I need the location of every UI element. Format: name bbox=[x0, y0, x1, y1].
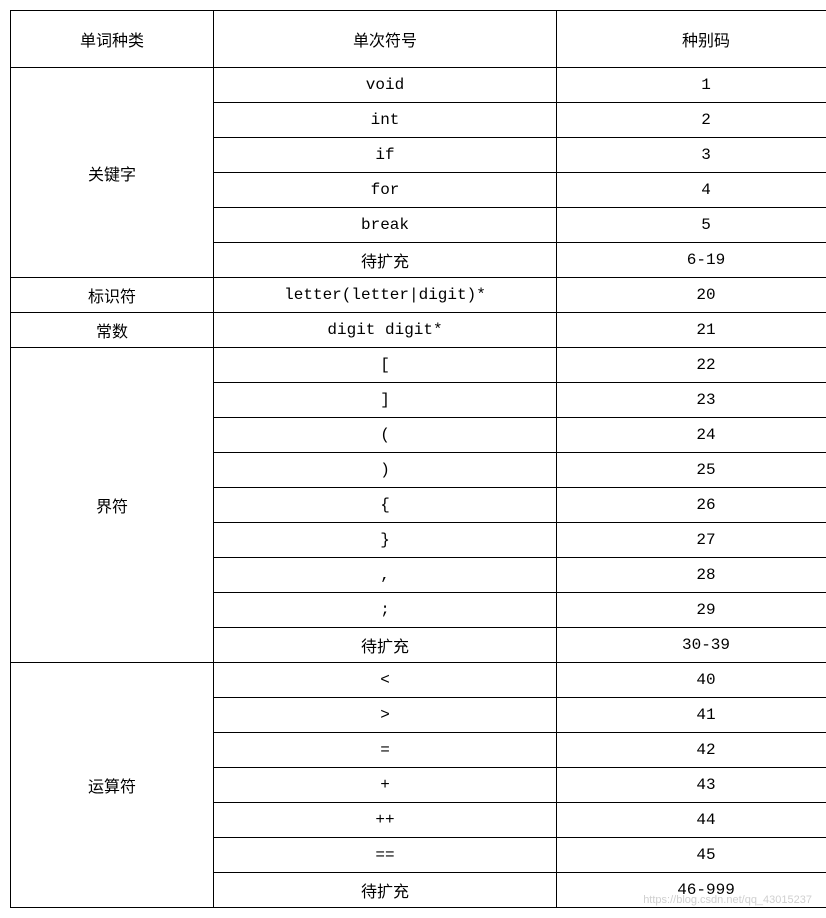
category-cell: 界符 bbox=[11, 348, 214, 663]
code-cell: 26 bbox=[557, 488, 826, 523]
symbol-cell: > bbox=[214, 698, 557, 733]
symbol-cell: + bbox=[214, 768, 557, 803]
code-cell: 20 bbox=[557, 278, 826, 313]
code-cell: 6-19 bbox=[557, 243, 826, 278]
code-cell: 3 bbox=[557, 138, 826, 173]
symbol-cell: = bbox=[214, 733, 557, 768]
code-cell: 42 bbox=[557, 733, 826, 768]
code-cell: 2 bbox=[557, 103, 826, 138]
code-cell: 30-39 bbox=[557, 628, 826, 663]
code-cell: 22 bbox=[557, 348, 826, 383]
symbol-cell: letter(letter|digit)* bbox=[214, 278, 557, 313]
category-cell: 关键字 bbox=[11, 68, 214, 278]
symbol-cell: ( bbox=[214, 418, 557, 453]
code-cell: 4 bbox=[557, 173, 826, 208]
code-cell: 25 bbox=[557, 453, 826, 488]
symbol-cell: ] bbox=[214, 383, 557, 418]
code-cell: 5 bbox=[557, 208, 826, 243]
symbol-cell: break bbox=[214, 208, 557, 243]
symbol-cell: ++ bbox=[214, 803, 557, 838]
code-cell: 24 bbox=[557, 418, 826, 453]
code-cell: 41 bbox=[557, 698, 826, 733]
table-row: 关键字void1 bbox=[11, 68, 826, 103]
table-row: 常数digit digit*21 bbox=[11, 313, 826, 348]
symbol-cell: digit digit* bbox=[214, 313, 557, 348]
code-cell: 1 bbox=[557, 68, 826, 103]
table-row: 标识符letter(letter|digit)*20 bbox=[11, 278, 826, 313]
symbol-cell: for bbox=[214, 173, 557, 208]
symbol-cell: == bbox=[214, 838, 557, 873]
symbol-cell: if bbox=[214, 138, 557, 173]
token-table: 单词种类单次符号种别码关键字void1int2if3for4break5待扩充6… bbox=[10, 10, 826, 908]
category-cell: 运算符 bbox=[11, 663, 214, 908]
symbol-cell: 待扩充 bbox=[214, 873, 557, 908]
symbol-cell: 待扩充 bbox=[214, 628, 557, 663]
symbol-cell: ) bbox=[214, 453, 557, 488]
code-cell: 45 bbox=[557, 838, 826, 873]
category-cell: 常数 bbox=[11, 313, 214, 348]
token-table-body: 单词种类单次符号种别码关键字void1int2if3for4break5待扩充6… bbox=[11, 11, 826, 908]
symbol-cell: void bbox=[214, 68, 557, 103]
symbol-cell: , bbox=[214, 558, 557, 593]
category-cell: 标识符 bbox=[11, 278, 214, 313]
symbol-cell: 待扩充 bbox=[214, 243, 557, 278]
symbol-cell: } bbox=[214, 523, 557, 558]
code-cell: 46-999 bbox=[557, 873, 826, 908]
code-cell: 29 bbox=[557, 593, 826, 628]
code-cell: 43 bbox=[557, 768, 826, 803]
table-row: 界符[22 bbox=[11, 348, 826, 383]
table-row: 运算符<40 bbox=[11, 663, 826, 698]
symbol-cell: ; bbox=[214, 593, 557, 628]
symbol-cell: { bbox=[214, 488, 557, 523]
code-cell: 28 bbox=[557, 558, 826, 593]
token-table-container: 单词种类单次符号种别码关键字void1int2if3for4break5待扩充6… bbox=[10, 10, 816, 908]
column-header: 种别码 bbox=[557, 11, 826, 68]
symbol-cell: < bbox=[214, 663, 557, 698]
code-cell: 44 bbox=[557, 803, 826, 838]
column-header: 单次符号 bbox=[214, 11, 557, 68]
code-cell: 21 bbox=[557, 313, 826, 348]
code-cell: 40 bbox=[557, 663, 826, 698]
symbol-cell: int bbox=[214, 103, 557, 138]
symbol-cell: [ bbox=[214, 348, 557, 383]
code-cell: 23 bbox=[557, 383, 826, 418]
column-header: 单词种类 bbox=[11, 11, 214, 68]
code-cell: 27 bbox=[557, 523, 826, 558]
table-header-row: 单词种类单次符号种别码 bbox=[11, 11, 826, 68]
